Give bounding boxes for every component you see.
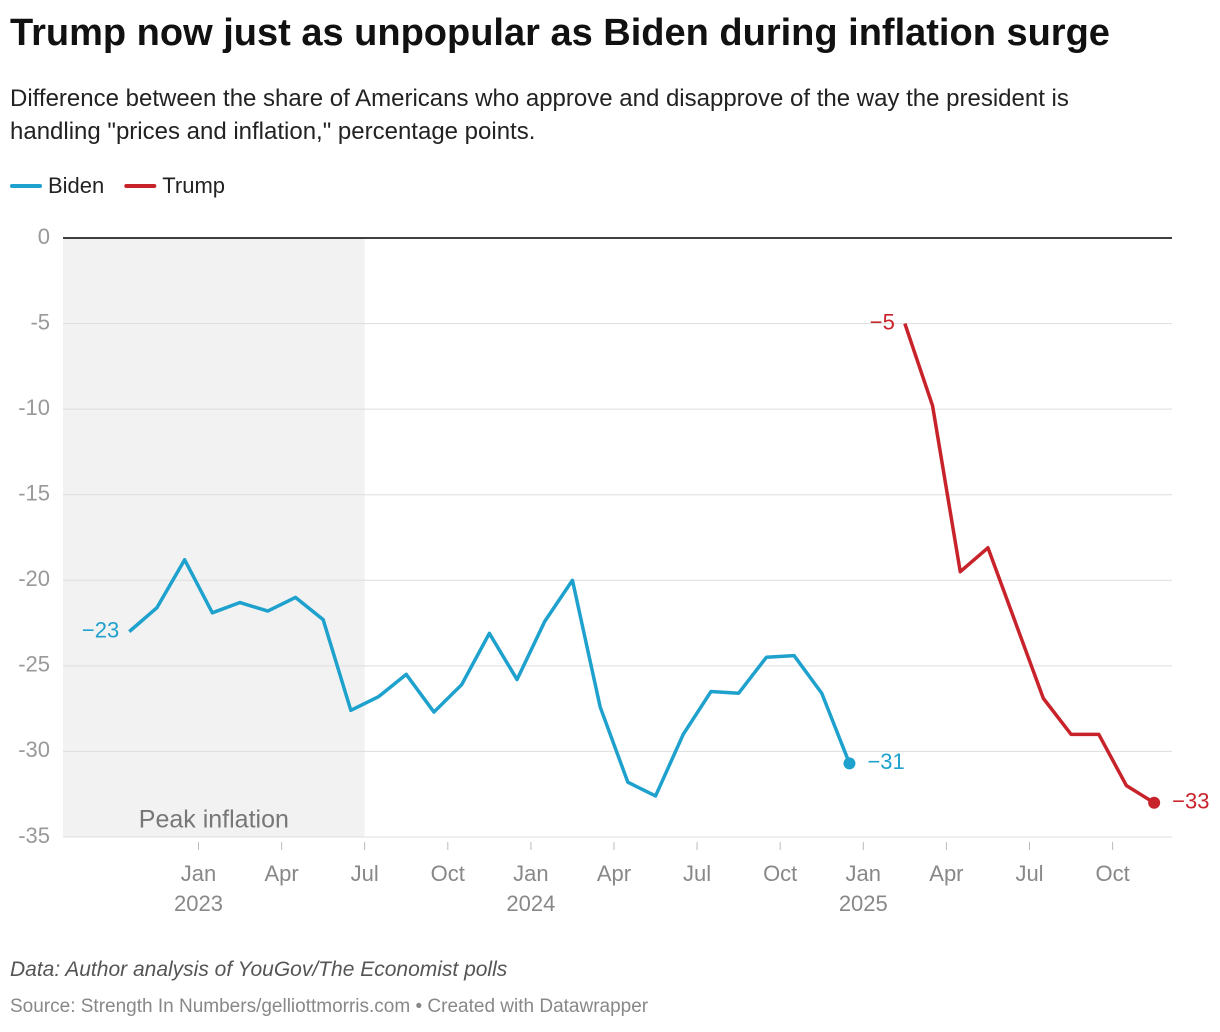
x-tick-label: Jul	[350, 861, 379, 886]
data-label: −5	[870, 309, 895, 334]
notes: Data: Author analysis of YouGov/The Econ…	[10, 958, 508, 981]
chart-title: Trump now just as unpopular as Biden dur…	[10, 12, 1110, 54]
data-label: −31	[867, 749, 904, 774]
legend-label: Trump	[162, 173, 225, 198]
x-tick-label: Oct	[763, 861, 798, 886]
x-tick-label: Apr	[596, 861, 632, 886]
end-point	[1148, 796, 1161, 809]
highlight-label: Peak inflation	[139, 806, 289, 834]
y-tick-label: -15	[18, 481, 50, 506]
data-label: −23	[82, 617, 119, 642]
x-tick-label: Apr	[929, 861, 964, 886]
x-tick-label: Jan 2025	[838, 861, 888, 916]
source: Source: Strength In Numbers/gelliottmorr…	[10, 996, 649, 1017]
y-tick-label: -35	[18, 823, 50, 848]
y-tick-label: 0	[38, 224, 50, 249]
highlight-region	[63, 238, 365, 837]
chart-subtitle: Difference between the share of American…	[10, 85, 1069, 145]
y-tick-label: -25	[18, 652, 50, 677]
end-point	[843, 757, 856, 770]
y-tick-label: -30	[18, 737, 50, 762]
y-tick-label: -20	[18, 566, 50, 591]
legend-label: Biden	[48, 173, 104, 198]
x-tick-label: Jul	[1015, 861, 1044, 886]
series-line	[903, 323, 1156, 805]
series-line	[128, 557, 852, 798]
x-tick-label: Jul	[683, 861, 712, 886]
x-tick-label: Jan 2023	[174, 861, 223, 916]
x-tick-label: Oct	[1095, 861, 1130, 886]
y-tick-label: -5	[30, 309, 50, 334]
data-label: −33	[1172, 789, 1209, 814]
x-tick-label: Jan 2024	[506, 861, 556, 916]
x-tick-label: Oct	[430, 861, 465, 886]
y-tick-label: -10	[18, 395, 50, 420]
x-tick-label: Apr	[264, 861, 299, 886]
